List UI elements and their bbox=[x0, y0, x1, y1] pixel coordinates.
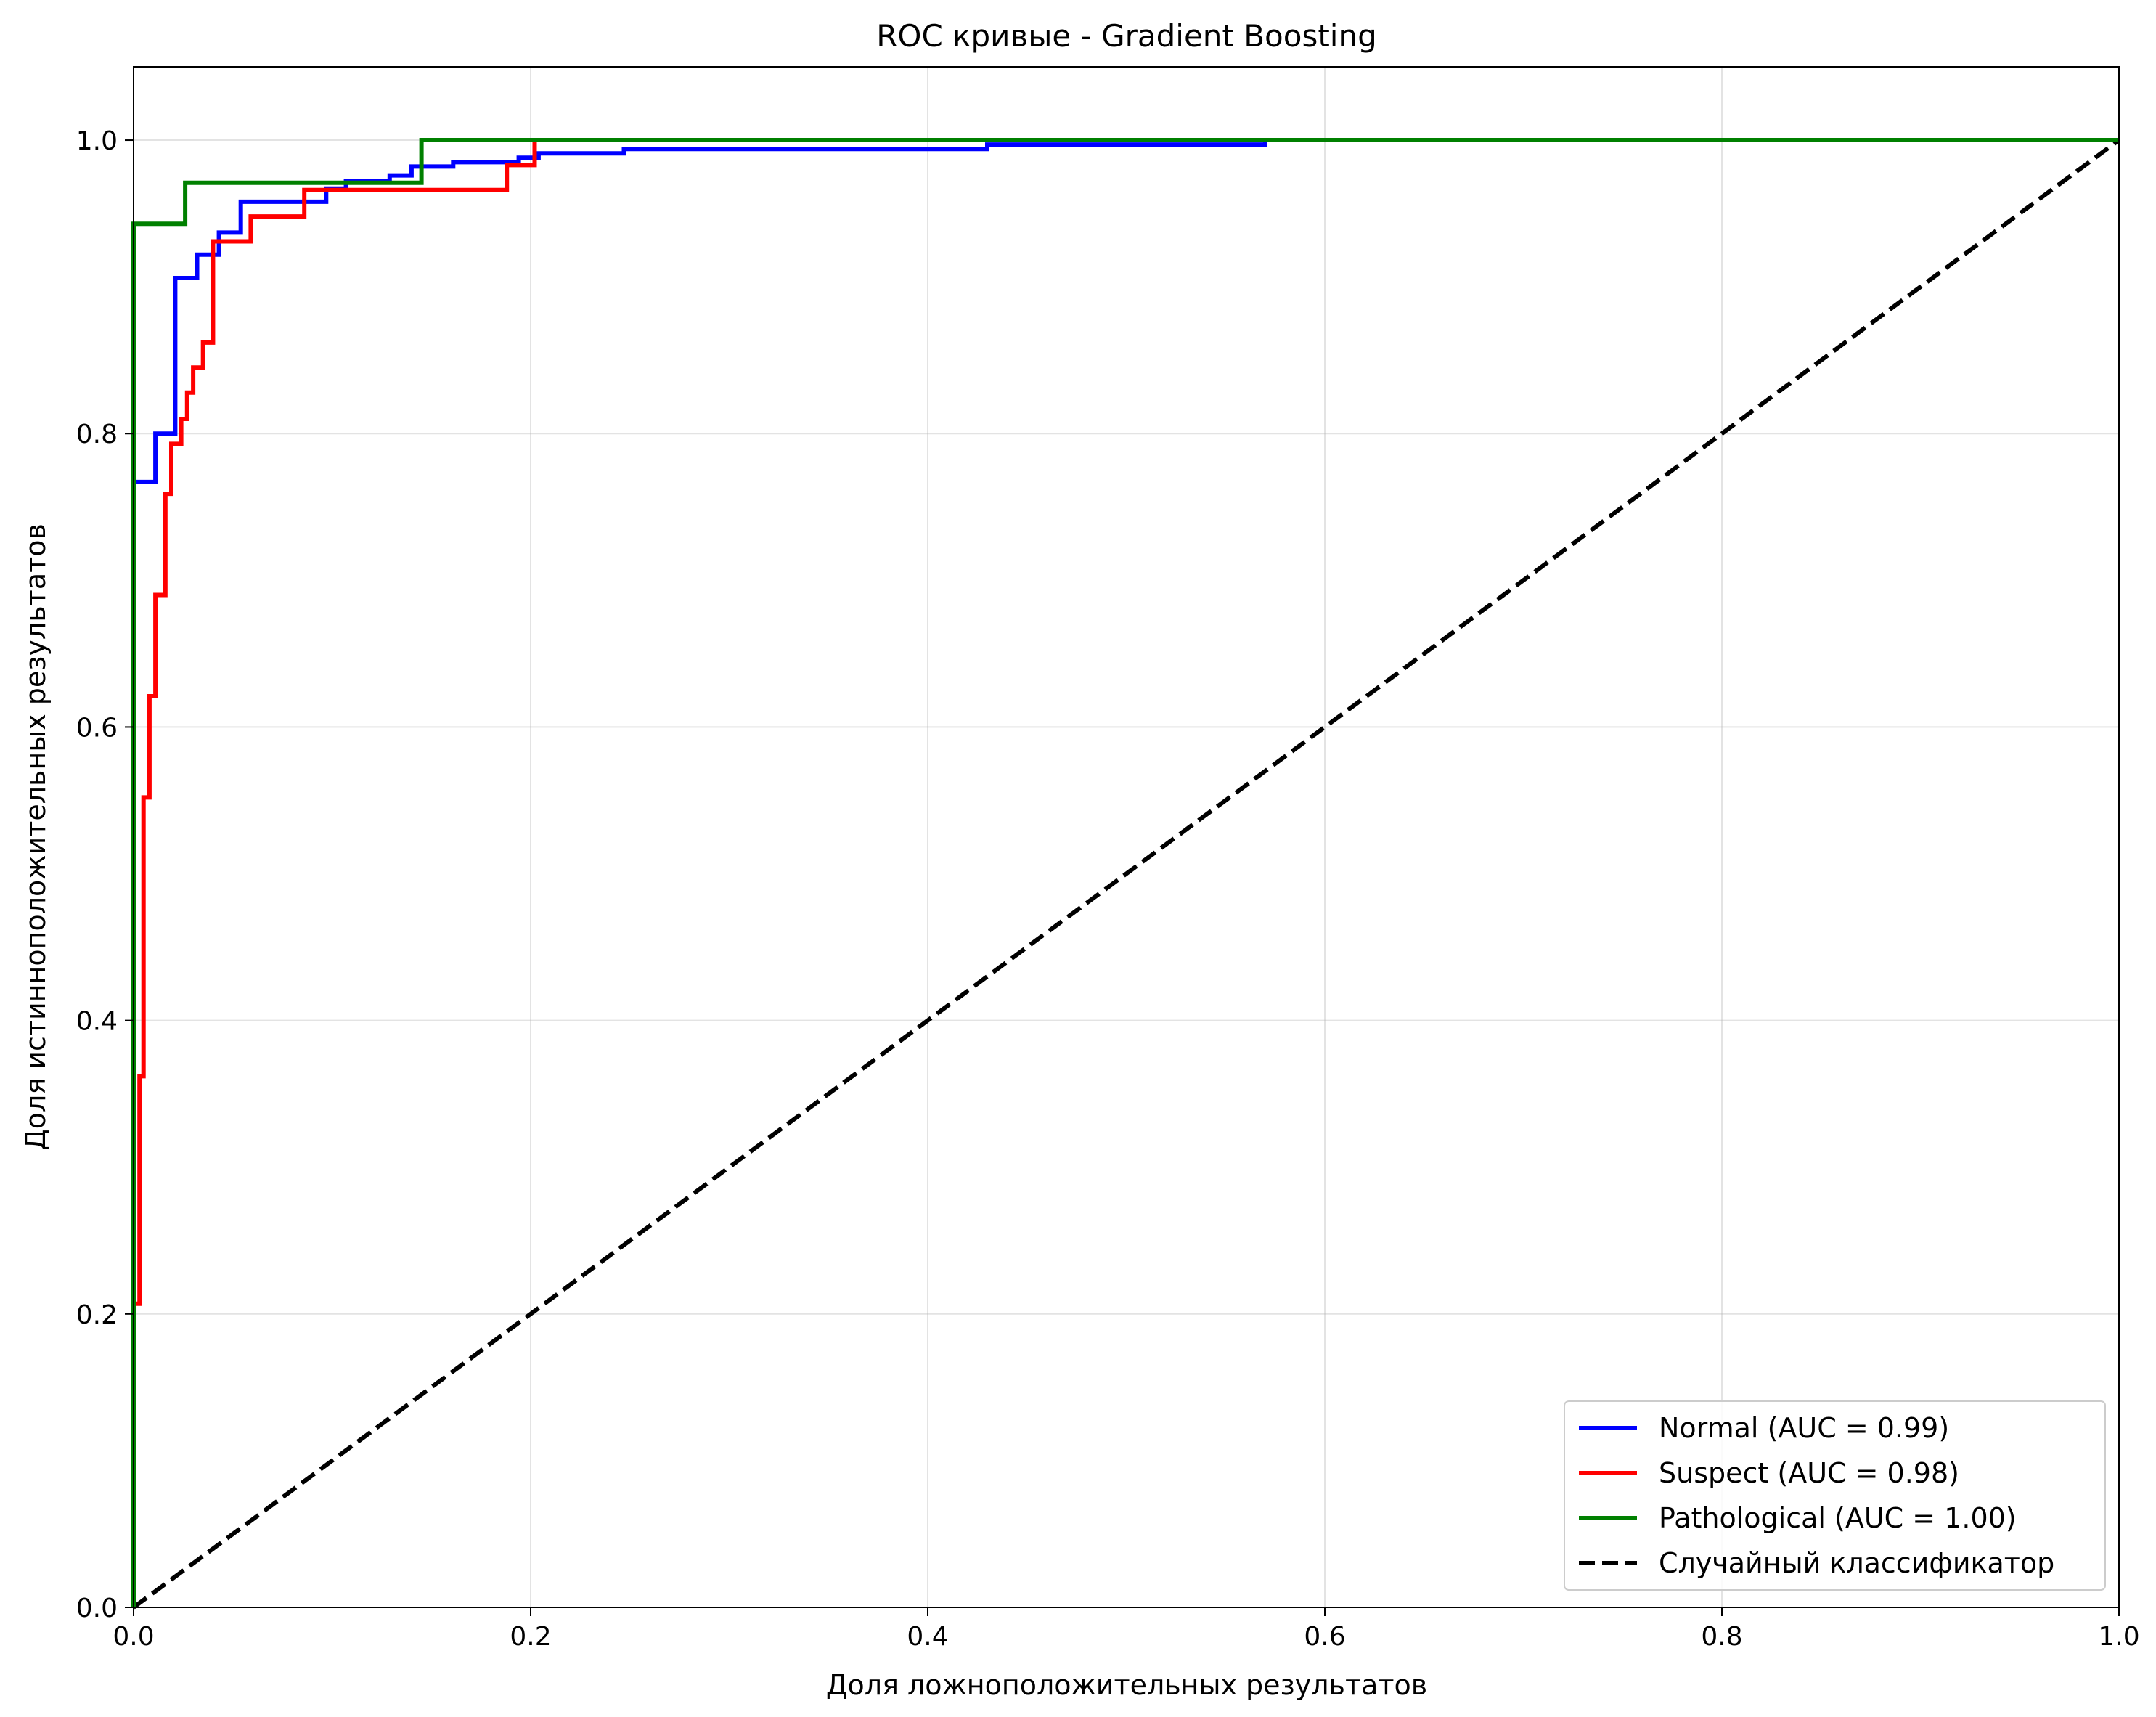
axis-ticks: 0.0 0.2 0.4 0.6 0.8 1.0 0.0 0.2 0.4 0.6 0.8 1.0 bbox=[76, 126, 2140, 1652]
y-tick-label: 0.8 bbox=[76, 420, 118, 449]
y-tick-label: 0.0 bbox=[76, 1594, 118, 1623]
x-tick-label: 0.0 bbox=[113, 1622, 154, 1652]
legend-box bbox=[1564, 1400, 2106, 1591]
plot-frame bbox=[133, 66, 2120, 1608]
y-tick-label: 0.2 bbox=[76, 1300, 118, 1330]
legend-label-0: Normal (AUC = 0.99) bbox=[1659, 1412, 1949, 1444]
legend-label-2: Pathological (AUC = 1.00) bbox=[1659, 1502, 2017, 1534]
legend-label-3: Случайный классификатор bbox=[1659, 1547, 2054, 1579]
x-tick-label: 1.0 bbox=[2098, 1622, 2139, 1652]
grid bbox=[133, 67, 2120, 1608]
legend-label-1: Suspect (AUC = 0.98) bbox=[1659, 1457, 1959, 1489]
x-axis-label: Доля ложноположительных результатов bbox=[826, 1669, 1427, 1701]
x-tick-label: 0.6 bbox=[1304, 1622, 1345, 1652]
legend: Normal (AUC = 0.99) Suspect (AUC = 0.98) P… bbox=[1564, 1400, 2106, 1591]
x-tick-label: 0.4 bbox=[907, 1622, 948, 1652]
x-tick-label: 0.8 bbox=[1701, 1622, 1742, 1652]
y-tick-label: 0.6 bbox=[76, 713, 118, 743]
x-tick-label: 0.2 bbox=[510, 1622, 551, 1652]
y-tick-label: 1.0 bbox=[76, 126, 118, 156]
series-line-3 bbox=[132, 138, 2120, 1610]
series-line-1 bbox=[131, 138, 2119, 1607]
y-axis-label: Доля истинноположительных результатов bbox=[20, 523, 52, 1151]
y-tick-label: 0.4 bbox=[76, 1007, 118, 1037]
chart-title: ROC кривые - Gradient Boosting bbox=[876, 18, 1377, 54]
